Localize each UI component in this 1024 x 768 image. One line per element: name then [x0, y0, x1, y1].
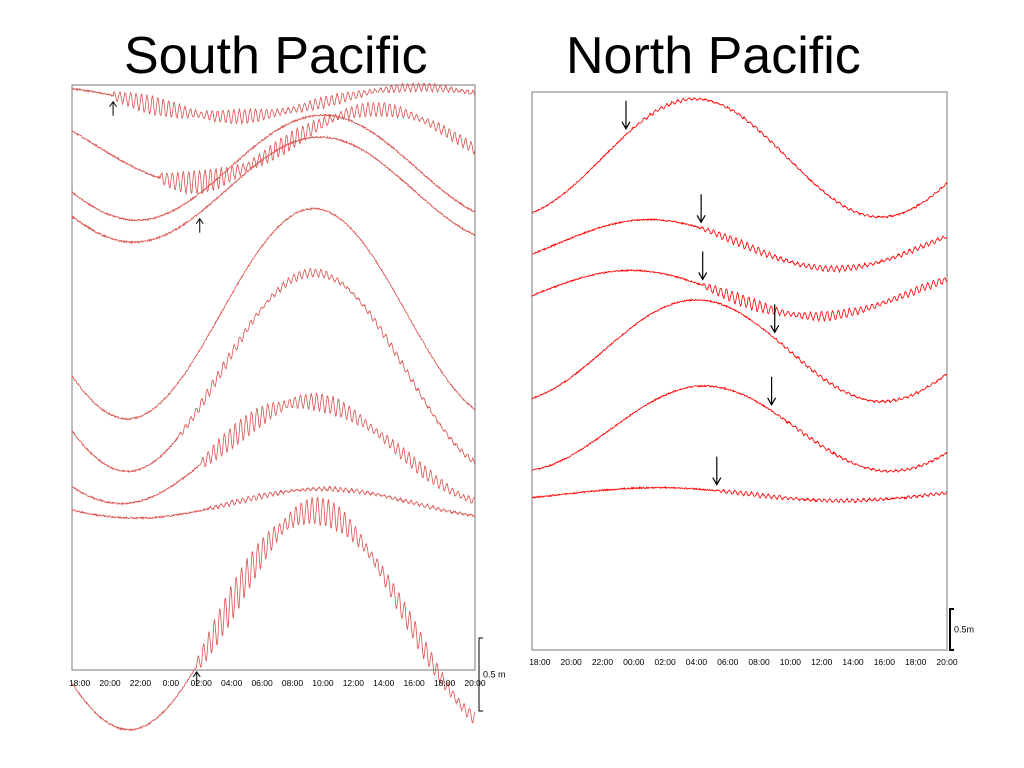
- x-tick-label: 00:00: [623, 657, 645, 667]
- x-tick-label: 10:00: [312, 678, 334, 688]
- x-tick-label: 18:00: [69, 678, 91, 688]
- x-tick-label: 22:00: [130, 678, 152, 688]
- tide-gauge-series-1: [71, 82, 476, 126]
- north-pacific-title: North Pacific: [566, 27, 861, 85]
- scale-bar: 0.5 m: [478, 637, 506, 712]
- tide-gauge-series-2: [531, 218, 948, 274]
- x-tick-label: 0:00: [163, 678, 180, 688]
- south-pacific-chart: 18:00 20:00 22:00 0:00 02:00 04:00 06:00 08:00 1…: [69, 82, 506, 732]
- tsunami-arrival-arrow: [192, 671, 201, 686]
- x-tick-label: 14:00: [842, 657, 864, 667]
- north-pacific-chart: 18:00 20:00 22:00 00:00 02:00 04:00 06:00 08:00…: [529, 91, 974, 667]
- tsunami-arrival-arrow: [195, 217, 204, 233]
- x-tick-label: 08:00: [748, 657, 770, 667]
- tsunami-arrival-arrow: [696, 194, 706, 224]
- x-tick-label: 02:00: [191, 678, 213, 688]
- tide-gauge-series-4: [531, 298, 948, 404]
- tsunami-arrival-arrow: [621, 100, 631, 130]
- tsunami-arrival-arrow: [767, 376, 777, 407]
- scale-bar-label: 0.5m: [954, 625, 974, 635]
- tide-gauge-series-5: [71, 207, 476, 421]
- x-tick-label: 10:00: [780, 657, 802, 667]
- tide-gauge-series-4: [71, 135, 476, 245]
- tsunami-arrival-arrow: [109, 100, 117, 116]
- tide-gauge-series-8: [71, 485, 476, 521]
- x-tick-label: 20:00: [99, 678, 121, 688]
- x-tick-label: 02:00: [654, 657, 676, 667]
- x-tick-label: 16:00: [404, 678, 426, 688]
- x-tick-label: 06:00: [251, 678, 273, 688]
- x-tick-label: 14:00: [373, 678, 395, 688]
- tide-gauge-series-3: [71, 113, 476, 222]
- scale-bar: 0.5m: [949, 608, 974, 651]
- tide-gauge-series-7: [71, 392, 476, 506]
- tide-gauge-series-5: [531, 384, 948, 473]
- x-tick-label: 06:00: [717, 657, 739, 667]
- scale-bar-label: 0.5 m: [483, 670, 506, 680]
- plot-frame: [71, 84, 476, 671]
- tsunami-arrival-arrow: [712, 456, 722, 486]
- x-tick-label: 18:00: [529, 657, 551, 667]
- tide-gauge-series-3: [531, 268, 948, 323]
- x-tick-label: 18:00: [905, 657, 927, 667]
- x-tick-label: 18:00: [434, 678, 456, 688]
- tsunami-arrival-arrow: [770, 304, 780, 334]
- x-tick-label: 04:00: [686, 657, 708, 667]
- x-tick-label: 08:00: [282, 678, 304, 688]
- tide-gauge-series-6: [531, 485, 948, 504]
- tide-gauge-series-6: [71, 267, 476, 473]
- x-tick-label: 12:00: [343, 678, 365, 688]
- plot-frame: [531, 91, 948, 651]
- x-tick-label: 20:00: [936, 657, 958, 667]
- x-tick-label: 12:00: [811, 657, 833, 667]
- south-pacific-title: South Pacific: [124, 27, 428, 85]
- tide-gauge-series-9: [71, 496, 476, 732]
- tide-gauge-series-2: [71, 101, 476, 195]
- x-tick-label: 16:00: [874, 657, 896, 667]
- tsunami-arrival-arrow: [698, 251, 708, 281]
- tide-gauge-series-1: [531, 96, 948, 219]
- x-tick-label: 22:00: [592, 657, 614, 667]
- x-tick-label: 20:00: [561, 657, 583, 667]
- x-tick-label: 04:00: [221, 678, 243, 688]
- x-tick-label: 20:00: [464, 678, 486, 688]
